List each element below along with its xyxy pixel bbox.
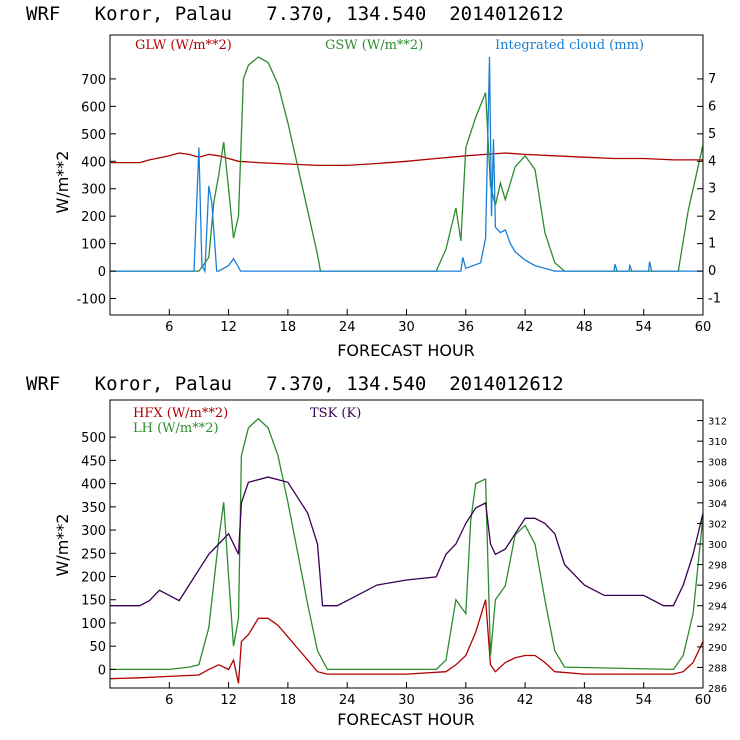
series-line-glw <box>110 152 703 167</box>
series-line-tsk <box>110 476 704 607</box>
x-tick-label: 12 <box>220 693 237 708</box>
x-tick-label: 42 <box>517 693 534 708</box>
x-tick-label: 24 <box>339 320 356 335</box>
y-tick-label: 0 <box>98 663 106 678</box>
legend-cloud: Integrated cloud (mm) <box>495 38 644 53</box>
y-tick-label: 250 <box>81 547 106 562</box>
y-tick-label: 50 <box>89 640 106 655</box>
y-tick-label: 450 <box>81 454 106 469</box>
y2-tick-label: 292 <box>708 622 727 633</box>
x-tick-label: 30 <box>398 320 415 335</box>
x-axis-label: FORECAST HOUR <box>337 341 475 360</box>
y-tick-label: 300 <box>81 183 106 198</box>
x-tick-label: 48 <box>576 320 593 335</box>
x-tick-label: 18 <box>280 693 297 708</box>
x-tick-label: 6 <box>165 693 173 708</box>
y2-tick-label: 308 <box>708 458 727 469</box>
x-tick-label: 24 <box>339 693 356 708</box>
y-tick-label: 400 <box>81 478 106 493</box>
y-axis-label: W/m**2 <box>53 514 72 577</box>
legend-glw: GLW (W/m**2) <box>135 38 232 53</box>
x-tick-label: 30 <box>398 693 415 708</box>
y-tick-label: 200 <box>81 210 106 225</box>
y2-tick-label: 294 <box>708 602 727 613</box>
y-tick-label: 150 <box>81 594 106 609</box>
chart-title: WRF Koror, Palau 7.370, 134.540 20140126… <box>26 3 564 25</box>
y2-tick-label: 298 <box>708 561 727 572</box>
plot-frame <box>109 399 704 689</box>
y-tick-label: 700 <box>81 73 106 88</box>
y-tick-label: 100 <box>81 617 106 632</box>
y-tick-label: 400 <box>81 155 106 170</box>
y2-tick-label: 300 <box>708 540 727 551</box>
y2-tick-label: 3 <box>708 182 716 197</box>
x-tick-label: 36 <box>458 693 475 708</box>
series-line-integrated <box>110 56 703 274</box>
x-tick-label: 60 <box>695 693 712 708</box>
x-axis-label: FORECAST HOUR <box>337 710 475 729</box>
y-tick-label: -100 <box>76 293 106 308</box>
x-tick-label: 48 <box>576 693 593 708</box>
y2-tick-label: -1 <box>708 292 721 307</box>
y2-tick-label: 4 <box>708 154 716 169</box>
y2-tick-label: 2 <box>708 209 716 224</box>
y-tick-label: 500 <box>81 431 106 446</box>
y2-tick-label: 5 <box>708 127 716 142</box>
x-tick-label: 42 <box>517 320 534 335</box>
x-tick-label: 6 <box>165 320 173 335</box>
x-tick-label: 36 <box>458 320 475 335</box>
y2-tick-label: 306 <box>708 478 727 489</box>
y-tick-label: 350 <box>81 501 106 516</box>
y-tick-label: 200 <box>81 571 106 586</box>
x-tick-label: 54 <box>635 320 652 335</box>
y2-tick-label: 290 <box>708 643 727 654</box>
y2-tick-label: 296 <box>708 581 727 592</box>
y2-tick-label: 302 <box>708 519 727 530</box>
x-tick-label: 60 <box>695 320 712 335</box>
y2-tick-label: 288 <box>708 663 727 674</box>
chart-title: WRF Koror, Palau 7.370, 134.540 20140126… <box>26 373 564 395</box>
y-axis-label: W/m**2 <box>53 151 72 214</box>
y-tick-label: 100 <box>81 238 106 253</box>
y2-tick-label: 1 <box>708 237 716 252</box>
series-line-gsw <box>110 56 704 272</box>
x-tick-label: 54 <box>635 693 652 708</box>
y2-tick-label: 6 <box>708 99 716 114</box>
y2-tick-label: 312 <box>708 417 727 428</box>
y2-tick-label: 310 <box>708 437 727 448</box>
legend-tsk: TSK (K) <box>310 406 361 421</box>
y2-tick-label: 286 <box>708 684 727 695</box>
series-line-lh <box>110 417 704 671</box>
y-tick-label: 0 <box>98 265 106 280</box>
legend-lh: LH (W/m**2) <box>133 421 219 436</box>
x-tick-label: 12 <box>220 320 237 335</box>
y-tick-label: 500 <box>81 128 106 143</box>
y2-tick-label: 7 <box>708 72 716 87</box>
x-tick-label: 18 <box>280 320 297 335</box>
panel-top: WRF Koror, Palau 7.370, 134.540 20140126… <box>26 3 721 360</box>
series-line-hfx <box>109 599 704 684</box>
y2-tick-label: 0 <box>708 264 716 279</box>
y-tick-label: 300 <box>81 524 106 539</box>
legend-hfx: HFX (W/m**2) <box>133 406 228 421</box>
legend-gsw: GSW (W/m**2) <box>325 38 423 53</box>
y-tick-label: 600 <box>81 100 106 115</box>
panel-bottom: WRF Koror, Palau 7.370, 134.540 20140126… <box>26 373 727 729</box>
y2-tick-label: 304 <box>708 499 727 510</box>
